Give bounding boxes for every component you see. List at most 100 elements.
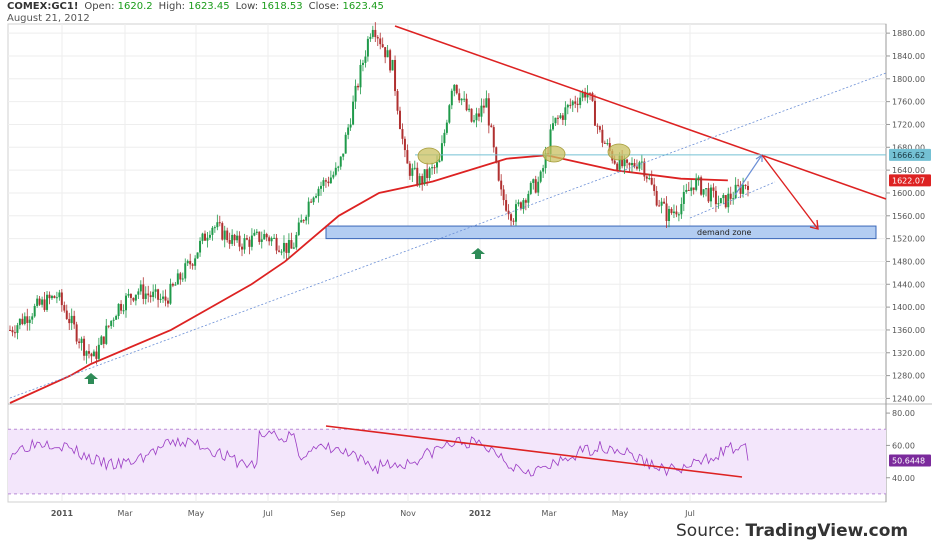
candle-body bbox=[384, 47, 387, 58]
candle-body bbox=[65, 310, 68, 319]
candle-body bbox=[361, 62, 364, 65]
candle-body bbox=[458, 93, 461, 101]
candle-body bbox=[389, 50, 392, 71]
candle-body bbox=[411, 168, 414, 176]
candle-body bbox=[440, 143, 443, 161]
support-marker-arrow bbox=[84, 373, 98, 384]
candle-body bbox=[672, 211, 675, 214]
y-tick-label: 1400.00 bbox=[892, 303, 925, 312]
highlight-circle bbox=[542, 145, 566, 163]
candle-body bbox=[734, 184, 737, 199]
candle-body bbox=[450, 90, 453, 106]
candle-body bbox=[73, 315, 76, 325]
candle-body bbox=[719, 198, 722, 204]
candle-body bbox=[675, 211, 678, 215]
chart-date: August 21, 2012 bbox=[7, 13, 90, 24]
price-label-text: 1622.07 bbox=[892, 176, 925, 185]
x-tick-label: 2012 bbox=[469, 509, 491, 518]
candle-body bbox=[38, 298, 41, 305]
candle-body bbox=[270, 238, 273, 242]
moving-average-line bbox=[9, 154, 728, 404]
candle-body bbox=[275, 237, 278, 251]
candle-body bbox=[213, 227, 216, 229]
candle-body bbox=[191, 264, 194, 266]
candle-body bbox=[181, 278, 184, 280]
candle-body bbox=[80, 338, 83, 343]
candle-body bbox=[307, 201, 310, 217]
candle-body bbox=[616, 163, 619, 170]
candle-body bbox=[690, 187, 693, 191]
candle-body bbox=[95, 351, 98, 359]
candle-body bbox=[465, 98, 468, 111]
candle-body bbox=[589, 92, 592, 94]
candle-body bbox=[564, 107, 567, 120]
candle-body bbox=[463, 98, 466, 100]
candle-body bbox=[742, 184, 745, 194]
candle-body bbox=[194, 258, 197, 266]
candle-body bbox=[626, 159, 629, 163]
x-tick-label: Nov bbox=[400, 509, 416, 518]
candle-body bbox=[379, 38, 382, 45]
candle-body bbox=[366, 38, 369, 57]
candle-body bbox=[586, 92, 589, 98]
candle-body bbox=[500, 180, 503, 190]
candle-body bbox=[211, 227, 214, 235]
candle-body bbox=[154, 289, 157, 292]
candle-body bbox=[618, 155, 621, 170]
candle-body bbox=[258, 231, 261, 242]
candle-body bbox=[596, 125, 599, 127]
candle-body bbox=[727, 193, 730, 208]
candle-body bbox=[445, 122, 448, 133]
candle-body bbox=[747, 185, 749, 190]
x-tick-label: May bbox=[188, 509, 205, 518]
candle-body bbox=[203, 233, 206, 241]
candle-body bbox=[539, 171, 542, 182]
candle-body bbox=[280, 251, 283, 253]
candle-body bbox=[206, 237, 209, 241]
candle-body bbox=[329, 177, 332, 184]
candle-body bbox=[534, 179, 537, 193]
candle-body bbox=[102, 336, 105, 344]
candle-body bbox=[732, 198, 735, 200]
candle-body bbox=[186, 260, 189, 264]
candle-body bbox=[241, 246, 244, 250]
low-value: 1618.53 bbox=[261, 1, 303, 12]
price-label-box bbox=[889, 148, 931, 161]
candle-body bbox=[85, 351, 88, 356]
candle-body bbox=[278, 250, 281, 252]
candle-body bbox=[700, 177, 703, 195]
candle-body bbox=[315, 196, 318, 198]
price-label-text: 1666.62 bbox=[892, 151, 925, 160]
candle-body bbox=[110, 320, 113, 327]
x-tick-label: Jul bbox=[684, 509, 695, 518]
candle-body bbox=[416, 167, 419, 185]
candle-body bbox=[68, 318, 71, 324]
candle-body bbox=[497, 161, 500, 181]
candle-body bbox=[514, 204, 517, 222]
source-credit: Source: TradingView.com bbox=[676, 521, 908, 541]
highlight-circle bbox=[417, 147, 441, 165]
candle-body bbox=[394, 59, 397, 92]
candle-body bbox=[120, 303, 123, 311]
candle-body bbox=[418, 176, 421, 185]
candle-body bbox=[633, 162, 636, 167]
candle-body bbox=[157, 289, 160, 300]
y-tick-label: 1600.00 bbox=[892, 189, 925, 198]
projection-down-arrow bbox=[761, 154, 819, 230]
y-tick-label: 1440.00 bbox=[892, 280, 925, 289]
candle-body bbox=[322, 180, 325, 186]
candle-body bbox=[174, 284, 177, 286]
tradingview-brand[interactable]: TradingView.com bbox=[745, 521, 909, 541]
candle-body bbox=[433, 167, 436, 169]
close-label: Close: bbox=[308, 1, 340, 12]
candle-body bbox=[413, 167, 416, 169]
high-value: 1623.45 bbox=[188, 1, 230, 12]
candle-body bbox=[50, 295, 53, 299]
candle-body bbox=[290, 240, 293, 249]
candle-body bbox=[58, 292, 61, 298]
candle-body bbox=[406, 150, 409, 164]
candle-body bbox=[374, 29, 377, 38]
candle-body bbox=[566, 104, 569, 108]
candle-body bbox=[132, 297, 135, 301]
